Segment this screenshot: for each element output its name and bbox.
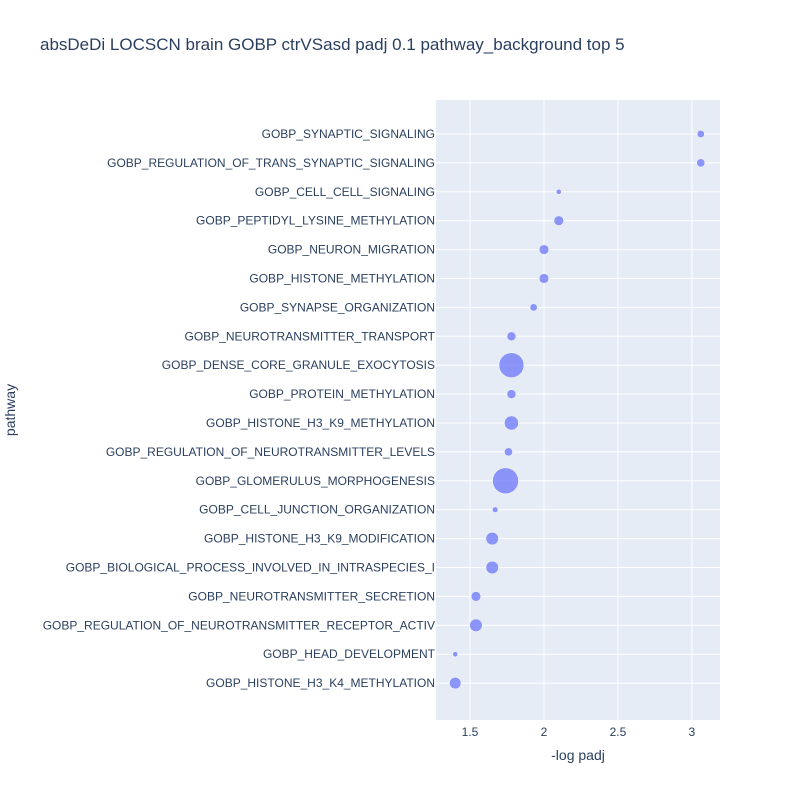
data-point[interactable] [470, 591, 482, 602]
y-tick-label: GOBP_REGULATION_OF_TRANS_SYNAPTIC_SIGNAL… [107, 156, 435, 170]
data-points [449, 130, 706, 690]
x-tick-label: 2.5 [610, 725, 627, 739]
data-point[interactable] [498, 352, 525, 378]
data-point[interactable] [485, 531, 499, 546]
grid-lines [436, 100, 720, 720]
y-tick-label: GOBP_HISTONE_H3_K4_METHYLATION [206, 676, 435, 690]
y-tick-label: GOBP_SYNAPTIC_SIGNALING [262, 127, 435, 141]
y-tick-label: GOBP_NEUROTRANSMITTER_SECRETION [188, 589, 435, 603]
data-point[interactable] [469, 618, 483, 632]
x-tick-label: 1.5 [462, 725, 479, 739]
y-tick-label: GOBP_CELL_CELL_SIGNALING [255, 185, 435, 199]
data-point[interactable] [553, 215, 564, 226]
y-tick-label: GOBP_REGULATION_OF_NEUROTRANSMITTER_LEVE… [106, 445, 435, 459]
plot-background [436, 100, 720, 720]
y-tick-label: GOBP_NEURON_MIGRATION [268, 243, 435, 257]
data-point[interactable] [506, 331, 517, 342]
y-tick-label: GOBP_GLOMERULUS_MORPHOGENESIS [196, 474, 435, 488]
data-point[interactable] [538, 273, 550, 284]
x-axis-tick-labels: 1.5 2 2.5 3 [462, 725, 696, 739]
x-tick-label: 2 [541, 725, 548, 739]
data-point[interactable] [485, 560, 499, 575]
data-point[interactable] [538, 244, 550, 255]
data-point[interactable] [696, 158, 706, 168]
data-point[interactable] [452, 651, 459, 658]
y-tick-label: GOBP_HISTONE_H3_K9_METHYLATION [206, 416, 435, 430]
chart-title: absDeDi LOCSCN brain GOBP ctrVSasd padj … [40, 35, 625, 54]
y-tick-label: GOBP_NEUROTRANSMITTER_TRANSPORT [185, 329, 436, 343]
data-point[interactable] [504, 447, 513, 457]
y-tick-label: GOBP_HISTONE_METHYLATION [249, 272, 435, 286]
data-point[interactable] [506, 389, 517, 399]
data-point[interactable] [696, 130, 705, 138]
data-point[interactable] [492, 467, 519, 495]
y-tick-label: GOBP_PROTEIN_METHYLATION [249, 387, 435, 401]
y-tick-label: GOBP_HISTONE_H3_K9_MODIFICATION [204, 532, 435, 546]
y-tick-label: GOBP_PEPTIDYL_LYSINE_METHYLATION [196, 214, 435, 228]
y-axis-tick-labels: GOBP_SYNAPTIC_SIGNALING GOBP_REGULATION_O… [43, 127, 436, 690]
data-point[interactable] [449, 677, 462, 690]
x-axis-title: -log padj [551, 747, 605, 763]
y-tick-label: GOBP_BIOLOGICAL_PROCESS_INVOLVED_IN_INTR… [66, 561, 435, 575]
y-tick-label: GOBP_DENSE_CORE_GRANULE_EXOCYTOSIS [162, 358, 435, 372]
y-tick-label: GOBP_REGULATION_OF_NEUROTRANSMITTER_RECE… [43, 618, 435, 632]
y-tick-label: GOBP_SYNAPSE_ORGANIZATION [240, 300, 435, 314]
data-point[interactable] [504, 415, 519, 431]
data-point[interactable] [529, 303, 538, 312]
y-tick-label: GOBP_CELL_JUNCTION_ORGANIZATION [199, 503, 435, 517]
y-axis-title: pathway [2, 384, 18, 436]
x-tick-label: 3 [689, 725, 696, 739]
data-point[interactable] [555, 188, 562, 195]
y-tick-label: GOBP_HEAD_DEVELOPMENT [263, 647, 436, 661]
data-point[interactable] [492, 506, 499, 513]
